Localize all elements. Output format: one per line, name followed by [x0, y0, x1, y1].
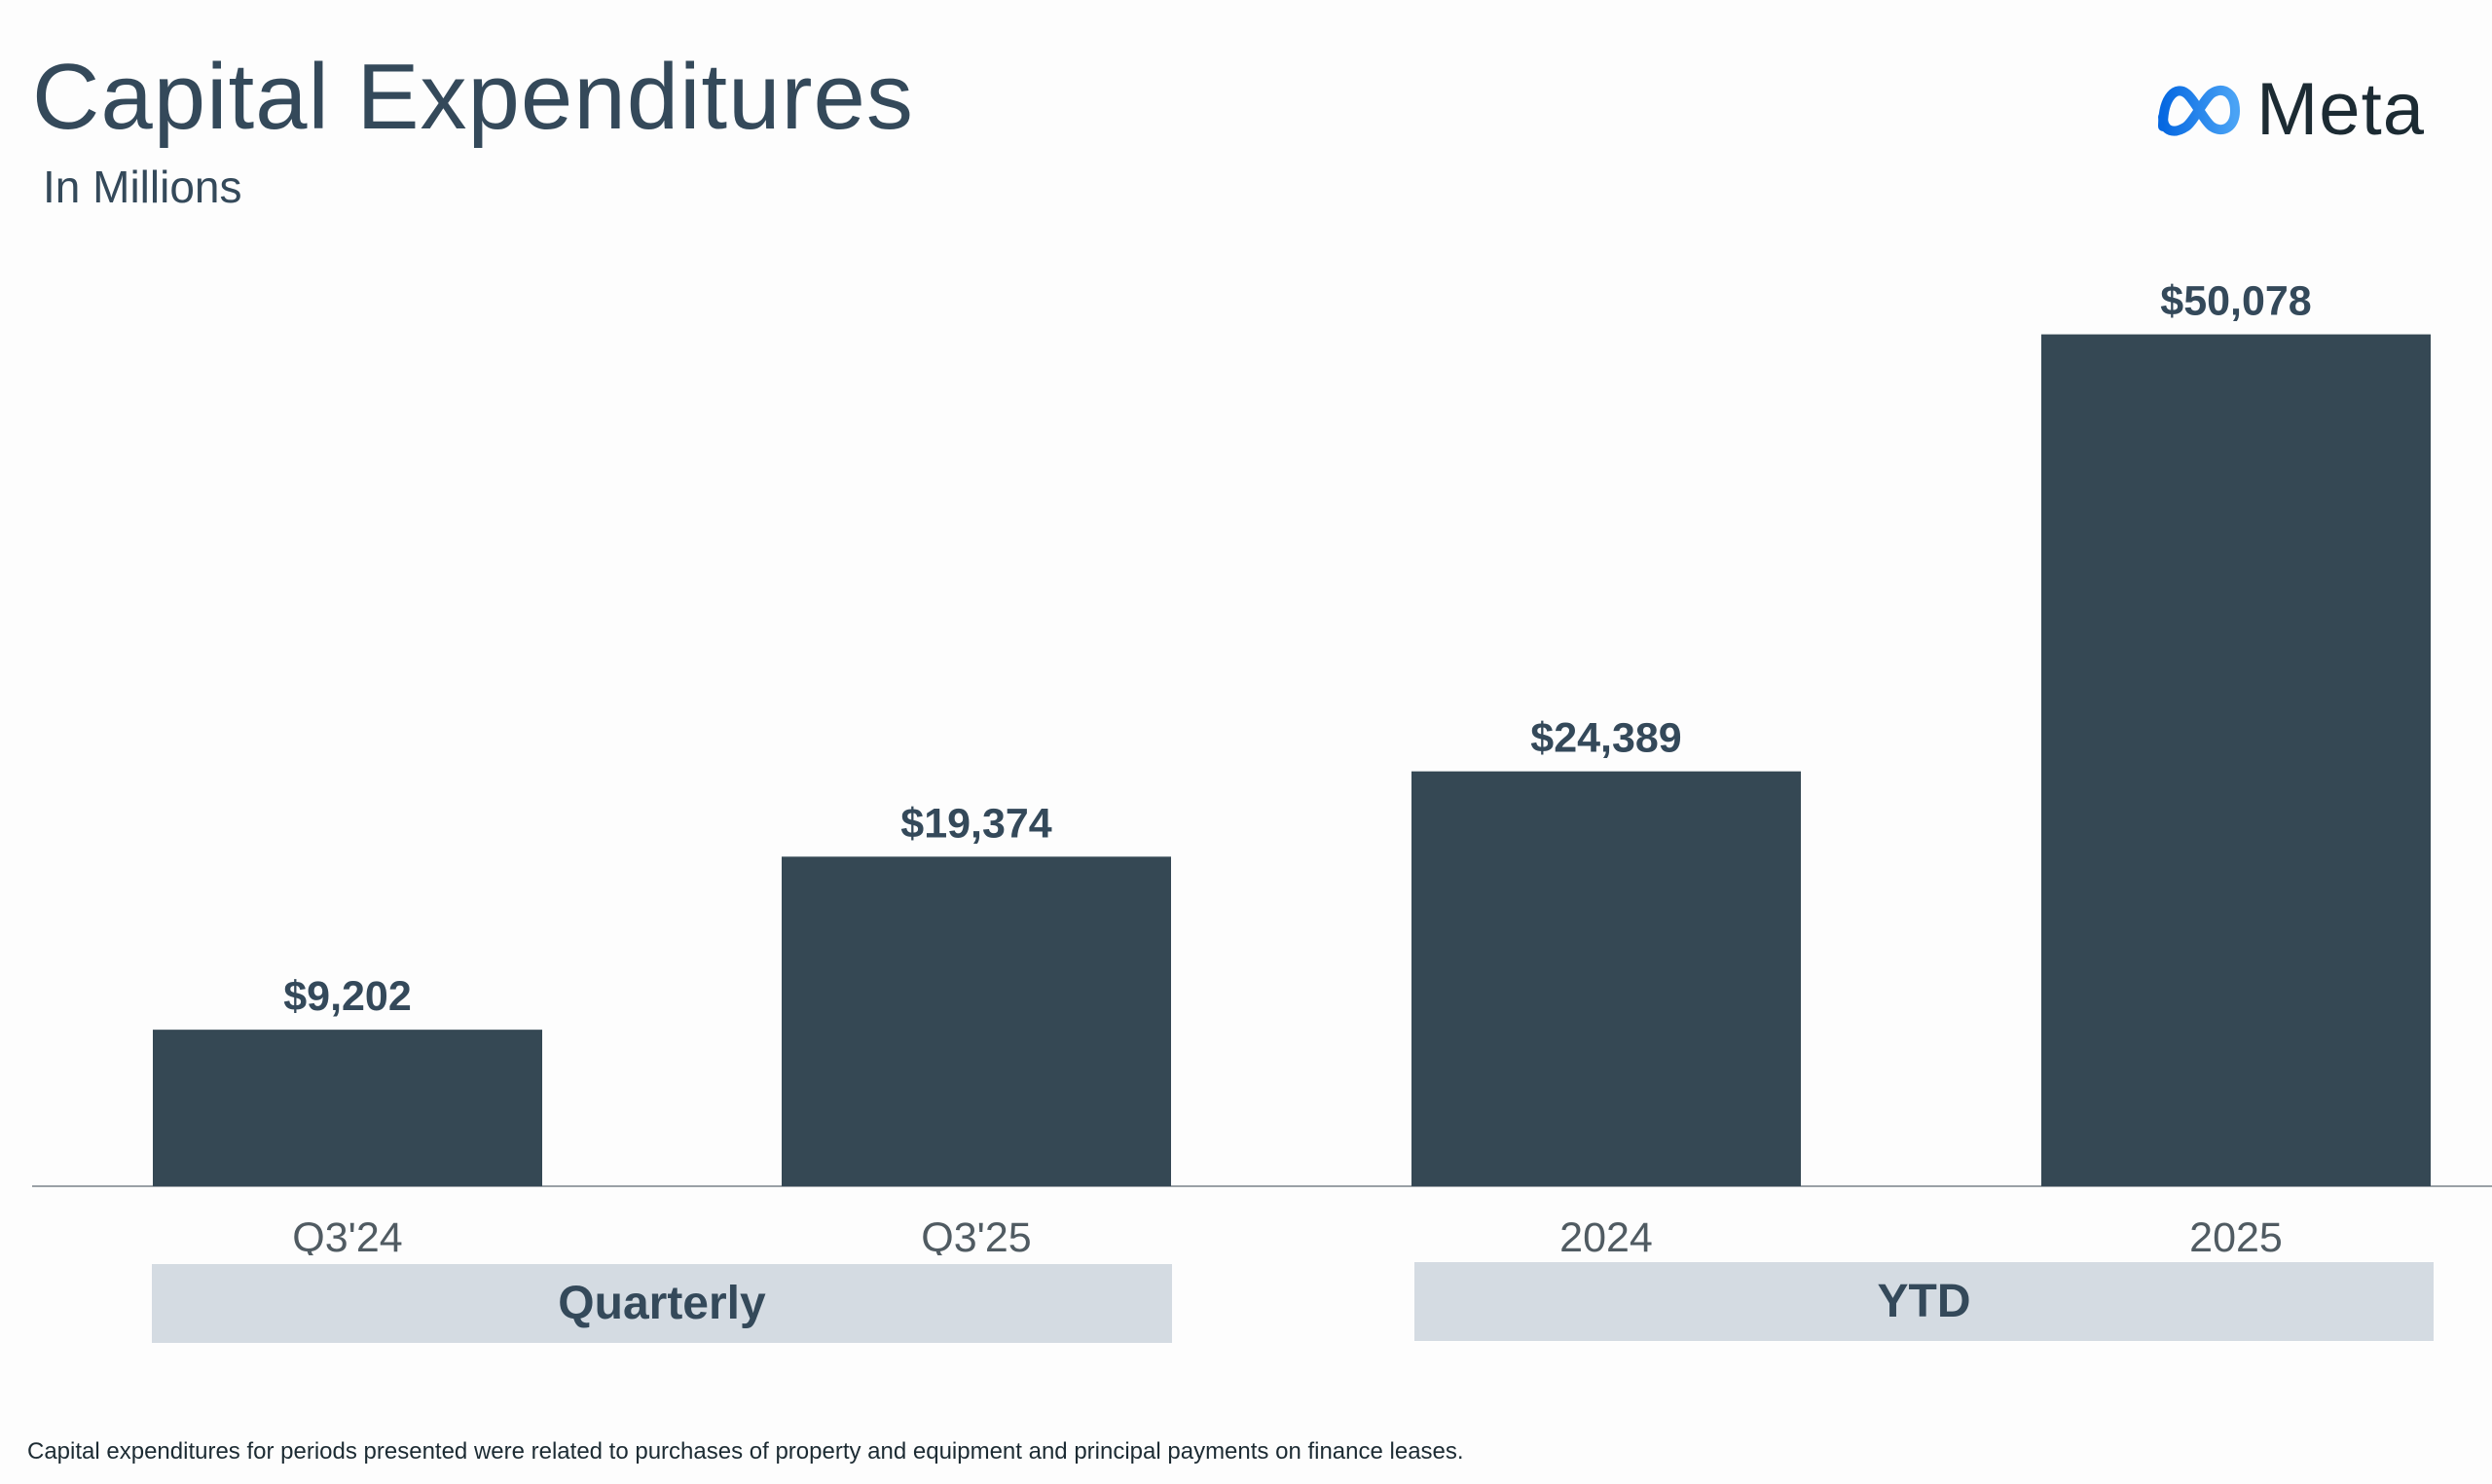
category-label-2: 2024: [1559, 1214, 1653, 1255]
page-title: Capital Expenditures: [32, 45, 914, 149]
bar-chart: $9,202 Q3'24 $19,374 Q3'25 $24,389 2024 $50,07…: [32, 278, 2492, 1255]
footnote: Capital expenditures for periods present…: [27, 1438, 1464, 1465]
bar-0: [153, 1030, 542, 1186]
ytd-group-label: YTD: [1414, 1262, 2434, 1341]
value-label-2: $24,389: [1530, 715, 1681, 762]
quarterly-group-label: Quarterly: [152, 1264, 1172, 1343]
bar-3: [2041, 334, 2431, 1187]
bar-2: [1411, 771, 1801, 1186]
category-label-3: 2025: [2189, 1214, 2283, 1255]
page-subtitle: In Millions: [43, 162, 242, 212]
meta-logo: Meta: [2155, 68, 2425, 151]
meta-infinity-icon: [2158, 85, 2240, 136]
value-label-3: $50,078: [2160, 278, 2311, 325]
bar-1: [782, 856, 1171, 1186]
value-label-0: $9,202: [283, 973, 412, 1020]
meta-wordmark: Meta: [2256, 67, 2425, 151]
value-label-1: $19,374: [900, 800, 1052, 847]
category-label-1: Q3'25: [921, 1214, 1031, 1255]
category-label-0: Q3'24: [292, 1214, 402, 1255]
